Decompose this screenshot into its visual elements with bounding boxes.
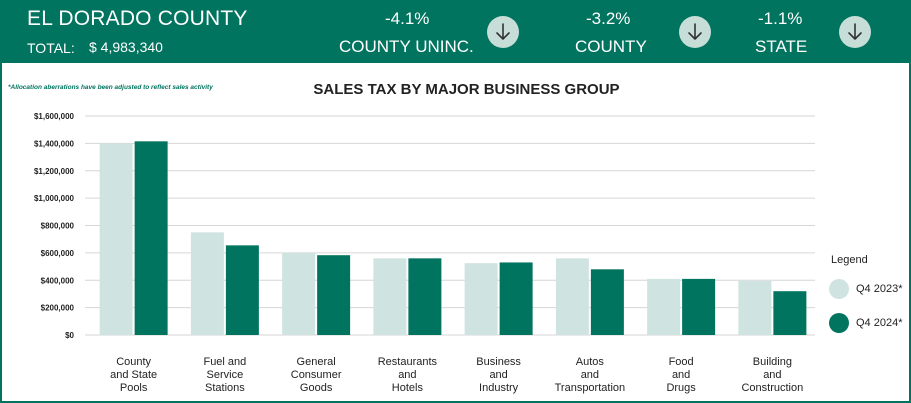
bar-q4-2023 [373,258,407,335]
metric-county-pct: -3.2% [586,9,631,28]
y-tick-label: $200,000 [41,304,75,313]
bar-q4-2023 [555,258,589,335]
x-category-label: Building and Construction [741,356,803,394]
bar-q4-2024 [134,141,168,335]
x-category-label: Food and Drugs [666,356,696,394]
y-tick-label: $1,200,000 [34,167,75,176]
metric-county-label: COUNTY [575,37,647,56]
region-title: EL DORADO COUNTY [27,7,248,30]
x-category-label: Autos and Transportation [555,356,626,394]
y-tick-label: $1,600,000 [34,112,75,121]
bar-q4-2023 [464,263,498,335]
legend-swatch-q4-2024 [829,313,849,333]
header-bar: EL DORADO COUNTY TOTAL: $ 4,983,340 -4.1… [0,0,911,63]
x-category-label: County and State Pools [110,356,157,394]
x-category-label: General Consumer Goods [291,356,342,394]
bar-q4-2024 [499,262,533,335]
bar-q4-2024 [225,245,259,335]
frame-left [0,63,2,403]
legend-label-q4-2024: Q4 2024* [856,317,903,329]
y-tick-label: $0 [65,331,74,340]
x-category-label: Fuel and Service Stations [203,356,246,394]
bar-q4-2024 [590,269,624,335]
frame-bottom [0,401,911,403]
bar-q4-2023 [190,232,224,335]
y-tick-label: $1,400,000 [34,139,75,148]
x-category-label: Restaurants and Hotels [378,356,438,394]
bar-q4-2023 [647,278,681,335]
bar-q4-2023 [99,143,133,335]
legend-swatch-q4-2023 [829,279,849,299]
metric-county-uninc-pct: -4.1% [385,9,430,28]
y-tick-label: $600,000 [41,249,75,258]
legend-item-q4-2023: Q4 2023* [829,279,902,299]
bar-q4-2023 [282,252,316,335]
y-tick-label: $800,000 [41,222,75,231]
frame-right [909,63,911,403]
bar-q4-2024 [773,291,807,335]
chart-title: SALES TAX BY MAJOR BUSINESS GROUP [313,81,620,98]
allocation-note: *Allocation aberrations have been adjust… [8,84,213,91]
bar-q4-2023 [738,280,772,335]
total-label: TOTAL: [27,40,75,56]
arrow-down-icon [839,16,871,48]
total-value: $ 4,983,340 [89,39,163,55]
metric-state-label: STATE [755,37,808,56]
x-category-label: Business and Industry [476,356,521,394]
metric-county-uninc-label: COUNTY UNINC. [339,37,474,56]
bar-q4-2024 [408,258,442,335]
arrow-down-icon [679,16,711,48]
legend-item-q4-2024: Q4 2024* [829,313,902,333]
bar-q4-2024 [682,278,716,335]
legend-label-q4-2023: Q4 2023* [856,283,903,295]
legend-title: Legend [831,254,868,266]
y-tick-label: $1,000,000 [34,194,75,203]
metric-state-pct: -1.1% [758,9,803,28]
bar-q4-2024 [317,255,351,335]
y-tick-label: $400,000 [41,276,75,285]
arrow-down-icon [487,16,519,48]
